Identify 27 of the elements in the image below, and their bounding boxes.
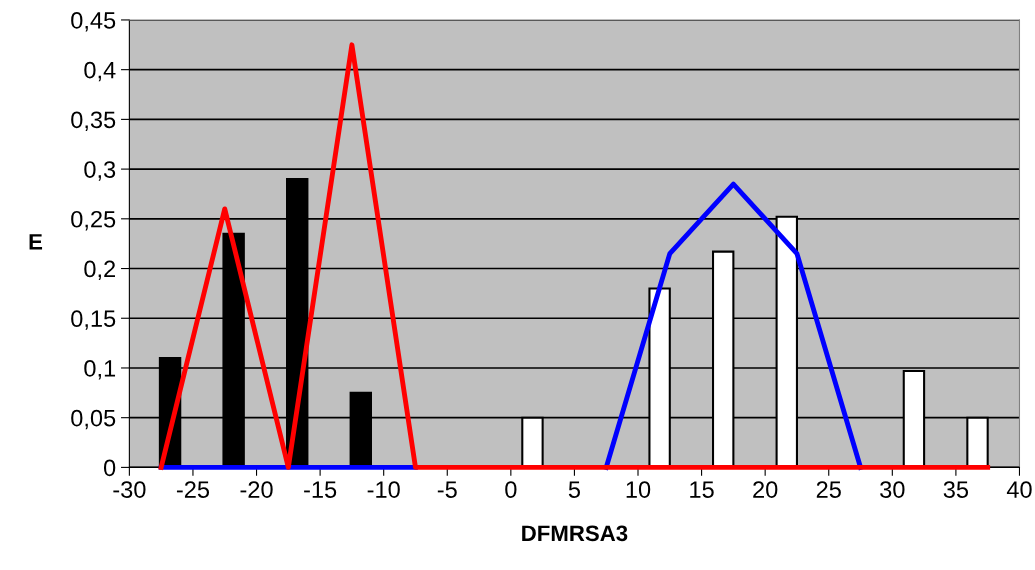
y-tick-label: 0,2	[84, 260, 115, 281]
y-tick-label: 0,1	[84, 360, 116, 380]
x-tick-label: 25	[816, 481, 841, 498]
x-tick-label: 10	[626, 481, 651, 498]
x-tick-label: 20	[753, 481, 778, 498]
y-tick-label: 0,3	[84, 161, 116, 181]
y-tick-label: 0,05	[71, 409, 116, 430]
x-tick-label: 35	[943, 481, 969, 498]
x-tick-label: -15	[304, 481, 337, 498]
y-axis-title: E	[29, 234, 43, 250]
x-tick-label: 30	[880, 481, 905, 498]
x-tick-label: -20	[240, 481, 273, 498]
y-tick-label: 0,25	[71, 210, 116, 231]
y-tick-label: 0,35	[71, 111, 116, 131]
x-tick-label: 0	[505, 481, 517, 498]
x-axis-title: DFMRSA3	[522, 525, 628, 542]
x-tick-label: -25	[176, 481, 210, 498]
y-tick-label: 0,45	[71, 12, 116, 32]
y-tick-label: 0	[103, 459, 116, 477]
x-tick-label: -5	[437, 481, 457, 498]
x-tick-label: 15	[690, 481, 714, 498]
x-tick-label: -30	[113, 481, 146, 498]
y-tick-label: 0,4	[84, 61, 116, 82]
y-tick-label: 0,15	[71, 310, 116, 330]
x-tick-label: 5	[568, 481, 580, 498]
x-tick-label: -10	[367, 481, 400, 498]
x-tick-label: 40	[1006, 481, 1032, 498]
